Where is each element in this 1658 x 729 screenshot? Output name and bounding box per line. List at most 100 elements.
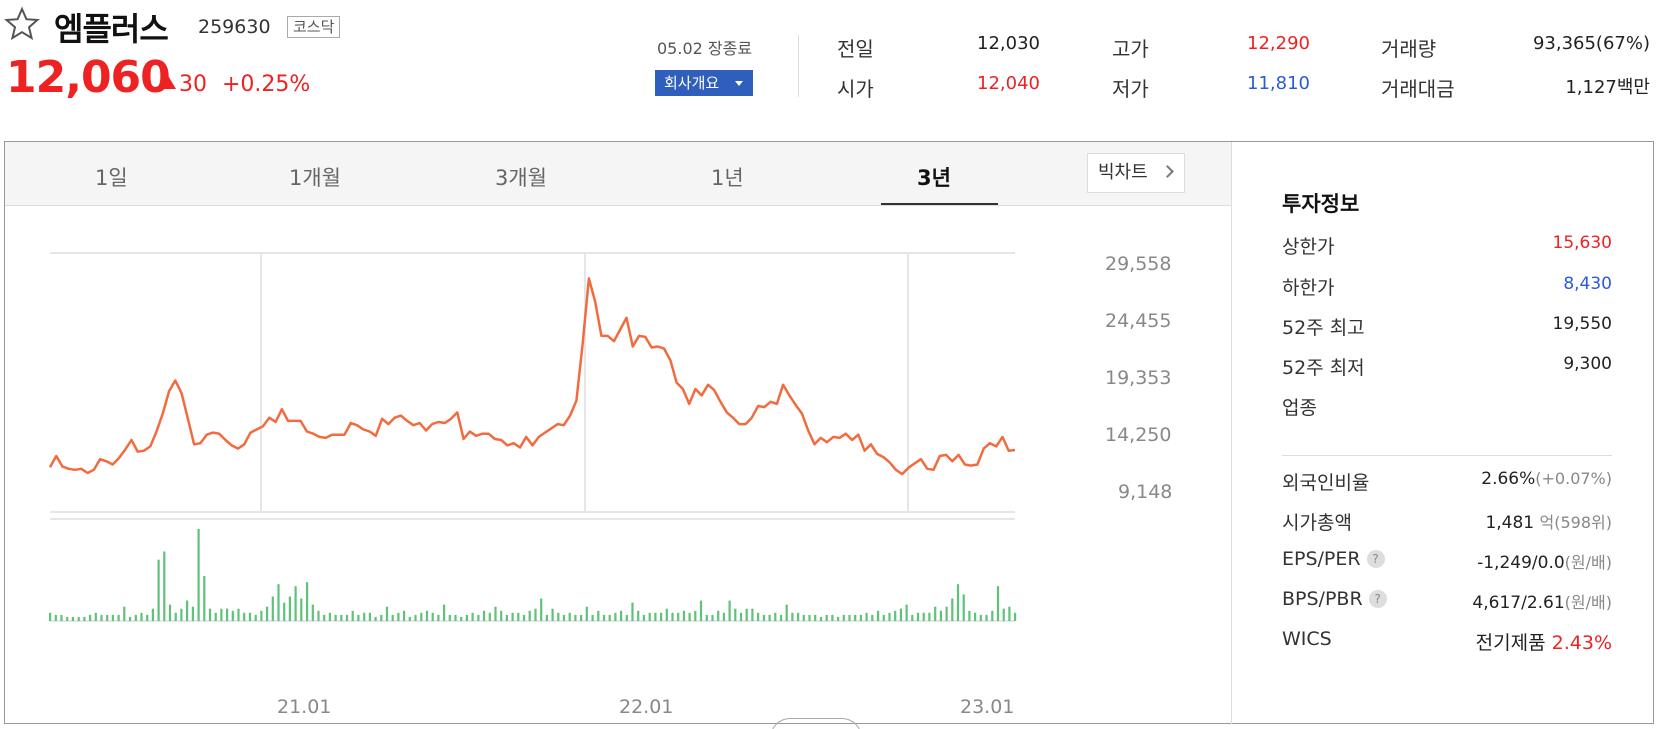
- volume-bar: [374, 616, 377, 621]
- volume-bar: [945, 606, 948, 621]
- volume-bar: [151, 608, 154, 621]
- volume-bar: [854, 614, 857, 621]
- volume-bar: [403, 610, 406, 621]
- volume-bar: [425, 610, 429, 621]
- volume-bar: [557, 612, 560, 621]
- volume-bar: [214, 612, 217, 621]
- volume-bar: [266, 606, 269, 621]
- caret-down-icon: [735, 81, 743, 86]
- volume-bar: [911, 614, 914, 621]
- volume-bar: [739, 612, 743, 621]
- volume-bar: [545, 614, 548, 621]
- volume-bar: [711, 614, 714, 621]
- volume-bar: [505, 614, 508, 621]
- volume-bar: [71, 616, 74, 621]
- tab-1day[interactable]: 1일: [95, 166, 128, 190]
- x-tick-label: 22.01: [619, 696, 674, 718]
- volume-bar: [905, 604, 908, 621]
- volume-bar: [625, 614, 628, 621]
- volume-bar: [677, 612, 680, 621]
- volume-bar: [460, 616, 463, 621]
- help-icon[interactable]: ?: [1368, 590, 1387, 608]
- volume-bar: [248, 612, 252, 621]
- volume-bar: [814, 614, 817, 621]
- volume-bar: [391, 614, 394, 621]
- y-tick-label: 14,250: [1105, 424, 1172, 446]
- volume-label: 거래량: [1381, 37, 1437, 61]
- volume-bar: [894, 610, 897, 621]
- volume-bar: [717, 610, 720, 621]
- price-chart[interactable]: 29,558 24,455 19,353 14,250 9,148 21.01 …: [5, 206, 1231, 724]
- price-chart-svg: [48, 252, 1017, 622]
- trade-value-label: 거래대금: [1381, 77, 1455, 101]
- volume-bar: [939, 610, 942, 621]
- volume-bar: [517, 612, 520, 621]
- chart-panel: 1일 1개월 3개월 1년 3년 빅차트 29,558 24,455 19,35…: [4, 141, 1654, 724]
- bigchart-button[interactable]: 빅차트: [1087, 153, 1185, 193]
- tab-3month[interactable]: 3개월: [495, 166, 548, 190]
- tab-1year[interactable]: 1년: [711, 166, 744, 190]
- volume-bar: [951, 598, 954, 621]
- volume-bar: [345, 614, 349, 621]
- high-value: 12,290: [1247, 33, 1310, 54]
- volume-bar: [511, 612, 514, 621]
- volume-bar: [500, 610, 503, 621]
- volume-bar: [168, 604, 172, 621]
- volume-bar: [414, 614, 417, 621]
- volume-bar: [648, 612, 651, 621]
- company-overview-button[interactable]: 회사개요: [655, 70, 753, 96]
- tab-1month[interactable]: 1개월: [289, 166, 342, 190]
- volume-bar: [271, 596, 274, 621]
- volume-bar: [791, 612, 794, 621]
- volume-bar: [574, 614, 577, 621]
- volume-bar: [831, 614, 834, 621]
- volume-bar: [66, 616, 69, 621]
- volume-bar: [363, 612, 366, 621]
- volume-bar: [899, 608, 902, 621]
- volume-bar: [1002, 608, 1005, 621]
- volume-bar: [220, 608, 223, 621]
- volume-bar: [243, 612, 246, 621]
- stock-name: 엠플러스: [54, 10, 169, 48]
- volume-bar: [745, 608, 748, 621]
- volume-bar: [808, 614, 811, 621]
- volume-bar: [197, 529, 200, 621]
- volume-bar: [819, 616, 823, 621]
- volume-bar: [597, 610, 600, 621]
- market-cap-value: 1,481 억(598위): [1485, 513, 1612, 533]
- volume-bar: [620, 610, 623, 621]
- volume-bar: [174, 612, 177, 621]
- volume-bar: [203, 576, 206, 621]
- volume-bar: [294, 586, 297, 621]
- y-tick-label: 24,455: [1105, 310, 1172, 332]
- foreign-ratio-value: 2.66%(+0.07%): [1481, 469, 1612, 489]
- volume-bar: [682, 610, 685, 621]
- favorite-star-icon[interactable]: [4, 6, 40, 42]
- wics-value[interactable]: 전기제품 2.43%: [1475, 632, 1612, 654]
- volume-bar: [631, 602, 634, 621]
- low-label: 저가: [1112, 77, 1149, 101]
- up-arrow-icon: [158, 74, 176, 89]
- tab-3year[interactable]: 3년: [917, 166, 951, 190]
- volume-bar: [488, 612, 491, 621]
- volume-bar: [534, 608, 537, 621]
- volume-bar: [996, 586, 1000, 621]
- lower-limit-label: 하한가: [1282, 277, 1335, 299]
- volume-bar: [128, 616, 132, 621]
- help-icon[interactable]: ?: [1366, 550, 1385, 568]
- volume-bar: [865, 612, 868, 621]
- volume-bar: [637, 610, 640, 621]
- volume-bar: [357, 614, 360, 621]
- high-label: 고가: [1112, 37, 1149, 61]
- volume-bar: [562, 614, 566, 621]
- volume-bar: [351, 610, 354, 621]
- volume-bar: [397, 612, 400, 621]
- volume-bar: [671, 612, 674, 621]
- volume-bar: [454, 614, 457, 621]
- y-tick-label: 19,353: [1105, 367, 1172, 389]
- volume-bar: [842, 614, 845, 621]
- trade-value-value: 1,127백만: [1565, 77, 1650, 98]
- 52w-low-label: 52주 최저: [1282, 357, 1365, 379]
- volume-bar: [979, 614, 982, 621]
- volume-bar: [728, 600, 731, 621]
